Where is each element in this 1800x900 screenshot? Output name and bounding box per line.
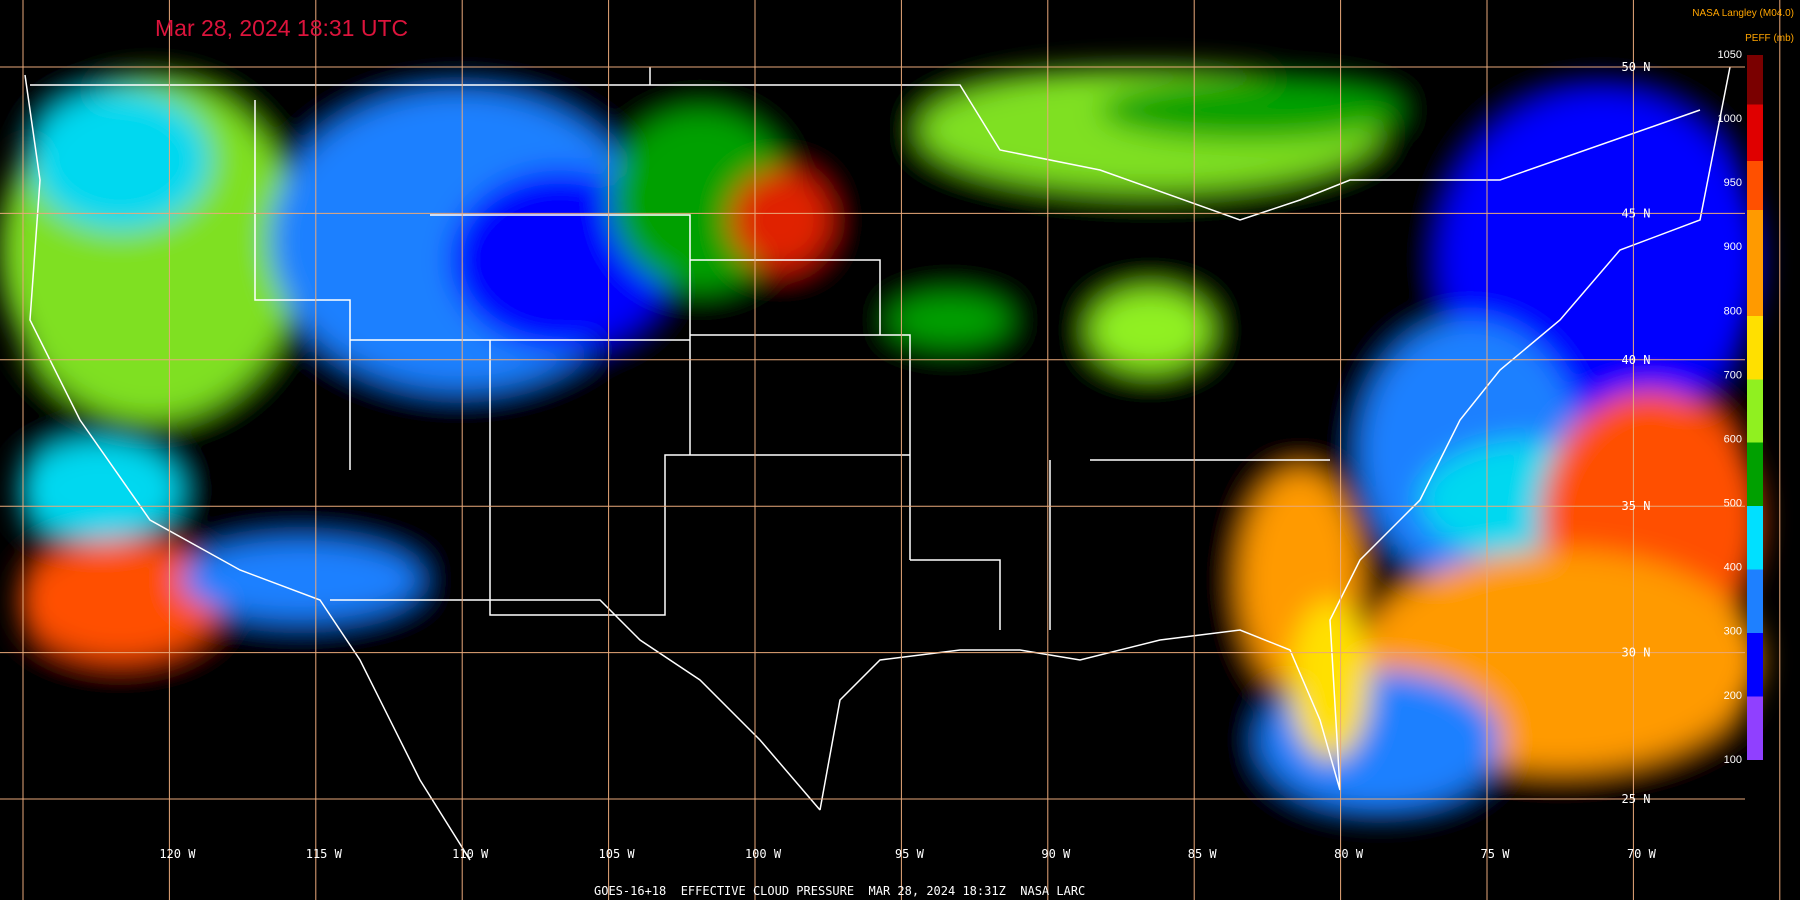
colorbar-label: 200: [1724, 690, 1742, 702]
lon-label: 70 W: [1627, 847, 1657, 861]
lat-label: 25 N: [1622, 792, 1651, 806]
lon-label: 80 W: [1334, 847, 1364, 861]
colorbar-label: 500: [1724, 498, 1742, 510]
colorbar-label: 600: [1724, 433, 1742, 445]
lon-label: 75 W: [1481, 847, 1511, 861]
lon-label: 85 W: [1188, 847, 1218, 861]
lon-label: 95 W: [895, 847, 925, 861]
colorbar-label: 1000: [1718, 113, 1742, 125]
lon-label: 120 W: [159, 847, 196, 861]
colorbar-label: 950: [1724, 177, 1742, 189]
colorbar-label: 800: [1724, 305, 1742, 317]
colorbar-label: 300: [1724, 626, 1742, 638]
lon-label: 100 W: [745, 847, 782, 861]
credit: NASA Langley (M04.0): [1692, 8, 1794, 19]
lat-label: 40 N: [1622, 353, 1651, 367]
lat-label: 35 N: [1622, 499, 1651, 513]
lon-label: 115 W: [306, 847, 343, 861]
colorbar: [1747, 55, 1763, 760]
lon-label: 90 W: [1041, 847, 1071, 861]
colorbar-label: 1050: [1718, 49, 1742, 61]
map-title: Mar 28, 2024 18:31 UTC: [155, 15, 408, 41]
colorbar-label: 100: [1724, 754, 1742, 766]
colorbar-label: 400: [1724, 562, 1742, 574]
lon-label: 105 W: [599, 847, 636, 861]
lon-label: 110 W: [452, 847, 489, 861]
footer: GOES-16+18 EFFECTIVE CLOUD PRESSURE MAR …: [594, 884, 1085, 898]
borders: [24, 66, 1731, 861]
colorbar-label: 700: [1724, 369, 1742, 381]
lat-label: 30 N: [1622, 646, 1651, 660]
cloud-field: [0, 67, 1760, 827]
lat-label: 50 N: [1622, 60, 1651, 74]
colorbar-title: PEFF (mb): [1745, 33, 1794, 44]
colorbar-label: 900: [1724, 241, 1742, 253]
lat-label: 45 N: [1622, 206, 1651, 220]
